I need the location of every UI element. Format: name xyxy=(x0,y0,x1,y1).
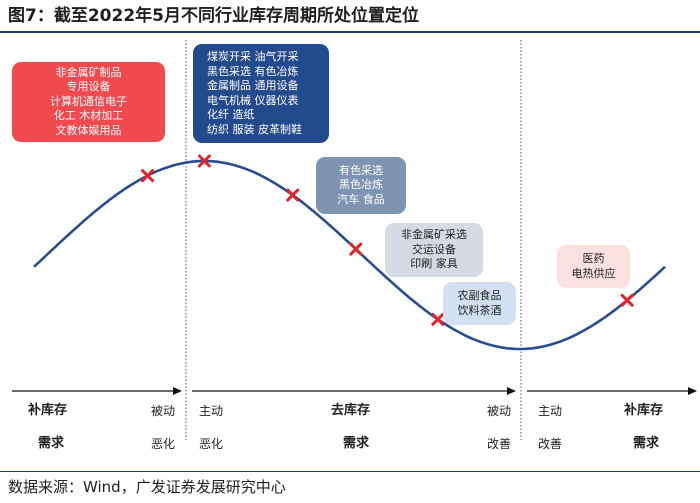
industry-item: 非金属矿采选 xyxy=(401,228,467,242)
industry-item: 计算机通信电子 xyxy=(50,94,127,108)
title-divider xyxy=(0,31,700,33)
phase-3-demand: 需求 xyxy=(633,436,660,451)
industry-item: 煤炭开采 油气开采 xyxy=(207,50,299,63)
phase-1-name: 补库存 xyxy=(28,403,68,418)
phase-1-worse: 恶化 xyxy=(151,437,176,451)
phase-2-passive: 被动 xyxy=(487,404,512,418)
marker-box3 xyxy=(286,188,300,202)
industry-box-4: 非金属矿采选 交运设备 印刷 家具 xyxy=(385,223,483,277)
phase-2-active: 主动 xyxy=(199,404,224,418)
industry-item: 纺织 服装 皮革制鞋 xyxy=(207,122,302,136)
industry-item: 化纤 造纸 xyxy=(207,108,255,121)
arrow-phase-3 xyxy=(527,387,697,395)
industry-box-3: 有色采选 黑色冶炼 汽车 食品 xyxy=(316,157,406,214)
industry-box-1: 非金属矿制品 专用设备 计算机通信电子 化工 木材加工 文教体娱用品 xyxy=(12,62,165,142)
marker-box2 xyxy=(197,154,211,168)
industry-item: 电热供应 xyxy=(571,266,616,280)
industry-item: 饮料茶酒 xyxy=(457,303,502,317)
industry-item: 黑色冶炼 xyxy=(339,178,383,192)
industry-item: 农副食品 xyxy=(457,289,502,302)
marker-box4 xyxy=(349,242,363,256)
industry-item: 专用设备 xyxy=(66,80,111,94)
footer-divider xyxy=(0,471,700,472)
industry-item: 有色采选 xyxy=(339,163,383,177)
industry-item: 文教体娱用品 xyxy=(55,123,122,137)
industry-item: 电气机械 仪器仪表 xyxy=(207,93,299,107)
phase-3-name: 补库存 xyxy=(624,403,664,418)
industry-box-2: 煤炭开采 油气开采 黑色采选 有色冶炼 金属制品 通用设备 电气机械 仪器仪表 化纤 造… xyxy=(193,44,329,143)
arrow-phase-1 xyxy=(12,387,182,395)
industry-item: 汽车 食品 xyxy=(337,192,385,206)
phase-2-better: 改善 xyxy=(487,437,512,451)
industry-item: 印刷 家具 xyxy=(410,257,458,271)
phase-2-demand: 需求 xyxy=(343,436,370,451)
phase-2-worse: 恶化 xyxy=(199,437,224,451)
marker-box1 xyxy=(141,169,155,183)
phase-1-demand: 需求 xyxy=(38,436,65,451)
industry-item: 化工 木材加工 xyxy=(53,109,124,123)
industry-box-5: 农副食品 饮料茶酒 xyxy=(443,282,516,325)
inventory-cycle-curve xyxy=(33,159,666,351)
phase-3-active: 主动 xyxy=(538,404,563,418)
data-source: 数据来源：Wind，广发证券发展研究中心 xyxy=(8,478,286,496)
phase-1-passive: 被动 xyxy=(151,404,176,418)
industry-item: 金属制品 通用设备 xyxy=(207,79,299,92)
marker-box6 xyxy=(620,293,634,307)
arrow-phase-2 xyxy=(192,387,516,395)
figure-title: 图7：截至2022年5月不同行业库存周期所处位置定位 xyxy=(8,6,419,26)
phase-2-name: 去库存 xyxy=(331,403,371,418)
industry-box-6: 医药 电热供应 xyxy=(557,245,630,288)
industry-item: 交运设备 xyxy=(412,242,456,256)
marker-box5 xyxy=(431,312,445,326)
industry-item: 非金属矿制品 xyxy=(55,65,122,79)
phase-3-better: 改善 xyxy=(538,437,563,451)
inventory-cycle-chart xyxy=(12,40,697,440)
marker-layer xyxy=(141,154,634,326)
industry-item: 黑色采选 有色冶炼 xyxy=(207,64,299,78)
industry-item: 医药 xyxy=(582,252,605,265)
